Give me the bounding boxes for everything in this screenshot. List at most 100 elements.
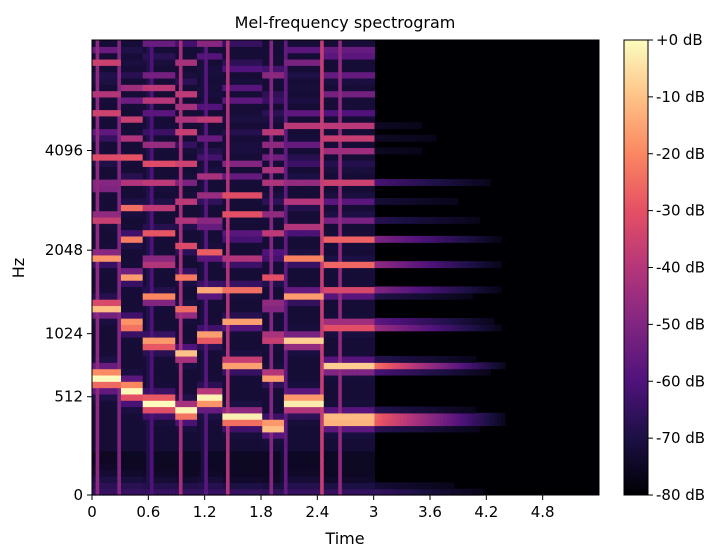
spectrogram-cell <box>341 438 347 446</box>
spectrogram-cell <box>182 387 187 395</box>
spectrogram-cell <box>262 469 267 477</box>
spectrogram-cell <box>160 362 166 370</box>
spectrogram-cell <box>128 128 133 136</box>
spectrogram-cell <box>283 431 289 439</box>
spectrogram-cell <box>146 337 151 344</box>
spectrogram-cell <box>120 337 126 344</box>
spectrogram-cell <box>160 115 166 123</box>
spectrogram-cell <box>139 134 144 142</box>
spectrogram-cell <box>283 103 289 111</box>
spectrogram-cell <box>240 299 245 307</box>
spectrogram-cell <box>124 71 129 79</box>
spectrogram-cell <box>225 299 231 307</box>
spectrogram-cell <box>327 223 332 231</box>
spectrogram-cell <box>312 52 318 60</box>
spectrogram-cell <box>157 482 162 490</box>
spectrogram-cell <box>99 77 104 85</box>
spectrogram-cell <box>273 343 278 351</box>
spectrogram-cell <box>240 166 245 174</box>
spectrogram-cell <box>294 128 300 136</box>
spectrogram-cell <box>117 109 122 117</box>
spectrogram-cell <box>215 267 220 275</box>
spectrogram-cell <box>218 476 223 483</box>
spectrogram-cell <box>334 46 339 54</box>
spectrogram-cell <box>291 450 296 458</box>
spectrogram-cell <box>178 330 184 338</box>
spectrogram-cell <box>240 469 245 477</box>
spectrogram-cell <box>258 318 263 325</box>
spectrogram-cell <box>262 438 267 446</box>
spectrogram-cell <box>294 343 300 351</box>
spectrogram-cell <box>139 254 144 262</box>
spectrogram-cell <box>128 185 133 193</box>
spectrogram-cell <box>327 469 332 477</box>
spectrogram-cell <box>215 109 220 117</box>
spectrogram-cell <box>102 141 108 149</box>
spectrogram-cell <box>106 362 111 370</box>
spectrogram-cell <box>276 242 281 250</box>
spectrogram-cell <box>244 153 249 161</box>
spectrogram-cell <box>99 273 104 281</box>
spectrogram-cell <box>309 387 314 395</box>
spectrogram-cell <box>273 381 278 389</box>
spectrogram-cell <box>233 330 238 338</box>
spectrogram-cell <box>95 438 100 446</box>
spectrogram-cell <box>229 235 234 243</box>
spectrogram-cell <box>197 46 202 54</box>
spectrogram-cell <box>312 324 318 332</box>
spectrogram-cell <box>312 134 318 142</box>
spectrogram-cell <box>178 84 184 92</box>
spectrogram-cell <box>124 412 129 420</box>
spectrogram-cell <box>269 235 274 243</box>
spectrogram-cell <box>128 305 133 313</box>
spectrogram-cell <box>142 469 147 477</box>
spectrogram-cell <box>146 368 151 376</box>
spectrogram-cell <box>262 261 267 269</box>
spectrogram-cell <box>341 400 347 408</box>
spectrogram-cell <box>298 349 303 357</box>
spectrogram-cell <box>99 191 104 199</box>
spectrogram-cell <box>102 349 108 357</box>
spectrogram-cell <box>233 482 238 490</box>
spectrogram-cell <box>247 204 252 212</box>
spectrogram-cell <box>200 349 205 357</box>
spectrogram-cell <box>312 229 318 237</box>
spectrogram-cell <box>305 463 310 471</box>
spectrogram-cell <box>265 153 271 161</box>
spectrogram-cell <box>273 210 278 218</box>
spectrogram-cell <box>222 324 227 332</box>
spectrogram-cell <box>99 122 104 130</box>
spectrogram-cell <box>171 406 176 414</box>
spectrogram-cell <box>312 463 318 471</box>
spectrogram-cell <box>189 96 194 104</box>
spectrogram-cell <box>204 393 209 401</box>
spectrogram-cell <box>102 337 108 344</box>
spectrogram-cell <box>102 425 108 433</box>
spectrogram-cell <box>153 450 158 458</box>
spectrogram-cell <box>215 476 220 483</box>
spectrogram-cell <box>175 261 180 269</box>
spectrogram-cell <box>99 179 104 186</box>
spectrogram-cell <box>254 349 260 357</box>
spectrogram-cell <box>211 261 216 269</box>
spectrogram-cell <box>186 469 191 477</box>
spectrogram-cell <box>146 406 151 414</box>
spectrogram-cell <box>149 147 155 155</box>
spectrogram-cell <box>338 355 343 363</box>
spectrogram-cell <box>312 286 318 294</box>
spectrogram-cell <box>287 457 292 464</box>
spectrogram-cell <box>124 482 129 490</box>
spectrogram-cell <box>153 84 158 92</box>
spectrogram-cell <box>164 457 169 464</box>
spectrogram-cell <box>157 58 162 66</box>
spectrogram-cell <box>233 160 238 167</box>
spectrogram-cell <box>225 387 231 395</box>
spectrogram-cell <box>175 90 180 98</box>
spectrogram-cell <box>327 406 332 414</box>
spectrogram-cell <box>110 71 115 79</box>
spectrogram-cell <box>157 419 162 427</box>
spectrogram-cell <box>258 147 263 155</box>
spectrogram-cell <box>334 141 339 149</box>
spectrogram-cell <box>294 330 300 338</box>
spectrogram-cell <box>236 476 242 483</box>
